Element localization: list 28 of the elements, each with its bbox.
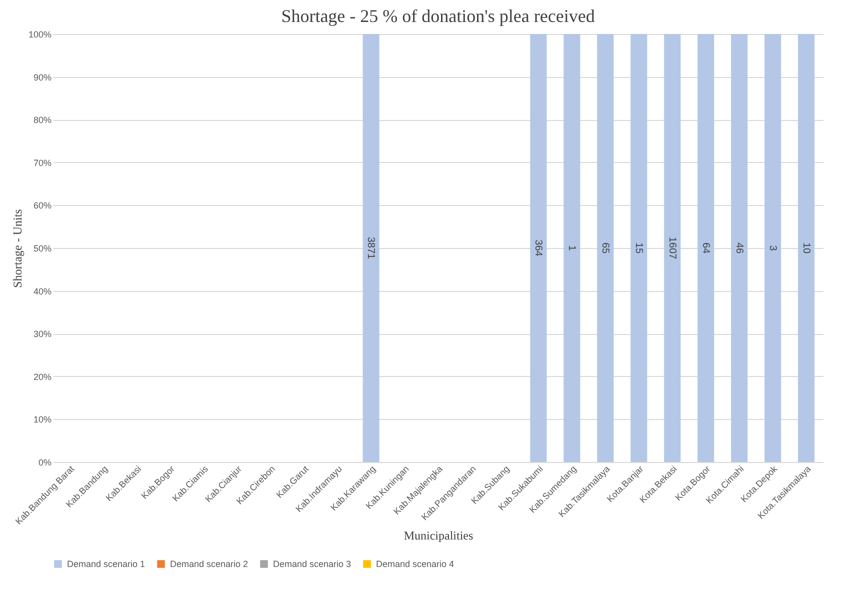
- legend-label: Demand scenario 4: [376, 559, 454, 569]
- y-axis-title: Shortage - Units: [10, 208, 24, 288]
- annotation: 1: [566, 245, 577, 252]
- annotation: 65: [599, 242, 610, 254]
- annotation: 46: [733, 242, 744, 254]
- annotation: 15: [632, 242, 644, 254]
- legend-label: Demand scenario 3: [273, 559, 352, 569]
- annotation: 364: [532, 240, 544, 257]
- y-tick-label: 50%: [33, 244, 52, 254]
- annotation: 3871: [365, 236, 376, 260]
- annotation: 3: [766, 245, 778, 252]
- y-tick-label: 70%: [33, 158, 52, 168]
- chart-title: Shortage - 25 % of donation's plea received: [281, 6, 595, 26]
- y-tick-label: 80%: [33, 115, 52, 126]
- annotation: 1607: [666, 236, 678, 260]
- annotation: 64: [700, 242, 711, 254]
- y-tick-label: 90%: [33, 72, 52, 82]
- y-tick-label: 40%: [33, 286, 52, 296]
- y-tick-label: 100%: [28, 30, 52, 40]
- y-tick-label: 0%: [38, 458, 52, 468]
- y-tick-label: 30%: [33, 329, 52, 340]
- y-tick-label: 60%: [33, 200, 52, 211]
- y-tick-label: 20%: [33, 372, 52, 382]
- y-tick-label: 10%: [33, 414, 52, 425]
- legend-label: Demand scenario 1: [67, 559, 146, 569]
- x-axis-title: Municipalities: [404, 528, 474, 542]
- legend-label: Demand scenario 2: [170, 559, 248, 569]
- annotation: 10: [800, 242, 812, 254]
